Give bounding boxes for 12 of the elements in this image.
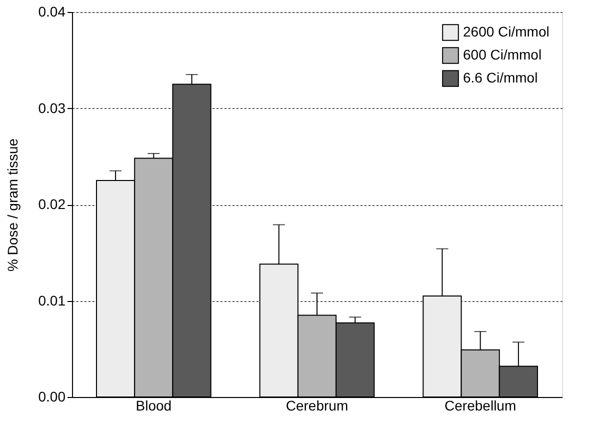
y-tick-label: 0.02 [38,196,66,212]
x-tick-label: Blood [136,398,172,414]
y-tick-label: 0.03 [38,100,66,116]
x-tick-label: Cerebrum [286,398,348,414]
y-axis-title: % Dose / gram tissue [4,138,20,272]
x-tick-label: Cerebellum [444,398,516,414]
legend-label: 2600 Ci/mmol [463,24,550,40]
legend-label: 6.6 Ci/mmol [463,70,538,86]
y-tick-label: 0.00 [38,388,66,404]
legend-label: 600 Ci/mmol [463,46,542,62]
y-tick-label: 0.01 [38,292,66,308]
y-tick-label: 0.04 [38,4,66,20]
